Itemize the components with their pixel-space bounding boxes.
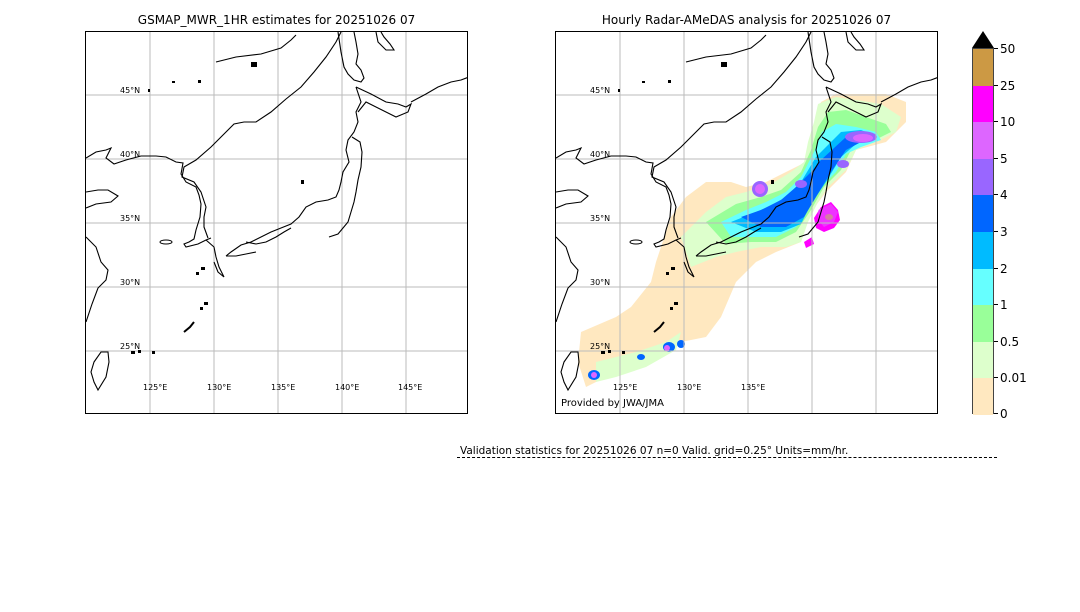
lat-label-40: 40°N	[590, 150, 611, 159]
lon-label-145: 145°E	[398, 383, 423, 392]
lat-label-25: 25°N	[590, 342, 611, 351]
colorbar-seg-10-25	[973, 85, 993, 123]
colorbar-tick	[994, 304, 998, 305]
colorbar-tick	[994, 121, 998, 122]
colorbar-seg-0.5-1	[973, 305, 993, 342]
colorbar-label-4: 4	[1000, 188, 1008, 202]
colorbar-seg-0.01-0.5	[973, 341, 993, 379]
lat-label-35: 35°N	[120, 214, 141, 223]
lon-label-135: 135°E	[271, 383, 296, 392]
left-map: 45°N 40°N 35°N 30°N 25°N 125°E 130°E 135…	[85, 31, 468, 414]
left-panel-title: GSMAP_MWR_1HR estimates for 20251026 07	[137, 13, 416, 27]
lon-label-130: 130°E	[677, 383, 702, 392]
colorbar-tick	[994, 268, 998, 269]
colorbar-label-0.5: 0.5	[1000, 335, 1020, 349]
islands	[601, 62, 774, 354]
colorbar	[972, 48, 994, 415]
precip-field	[578, 94, 906, 387]
lon-label-125: 125°E	[613, 383, 638, 392]
lat-label-45: 45°N	[590, 86, 611, 95]
colorbar-label-0: 0	[1000, 407, 1008, 421]
colorbar-seg-1-2	[973, 268, 993, 306]
colorbar-tick	[994, 413, 998, 414]
colorbar-seg-3-4	[973, 195, 993, 232]
colorbar-seg-25-50	[973, 49, 993, 86]
colorbar-label-25: 25	[1000, 79, 1016, 93]
right-map-graphics	[556, 32, 937, 413]
right-map: 45°N 40°N 35°N 30°N 25°N 125°E 130°E 135…	[555, 31, 938, 414]
lat-label-45: 45°N	[120, 86, 141, 95]
colorbar-tick	[994, 341, 998, 342]
colorbar-label-1: 1	[1000, 298, 1008, 312]
colorbar-seg-4-5	[973, 158, 993, 196]
lon-label-130: 130°E	[207, 383, 232, 392]
lon-label-135: 135°E	[741, 383, 766, 392]
data-credit: Provided by JWA/JMA	[561, 398, 664, 409]
colorbar-seg-5-10	[973, 122, 993, 159]
colorbar-seg-2-3	[973, 232, 993, 269]
colorbar-label-10: 10	[1000, 115, 1016, 129]
lon-label-140: 140°E	[335, 383, 360, 392]
colorbar-tick	[994, 48, 998, 49]
colorbar-tick	[994, 231, 998, 232]
colorbar-label-0.01: 0.01	[1000, 371, 1027, 385]
colorbar-seg-0-0.01	[973, 378, 993, 415]
validation-statistics: Validation statistics for 20251026 07 n=…	[460, 445, 849, 457]
colorbar-tick	[994, 194, 998, 195]
colorbar-extend-arrow	[972, 31, 994, 48]
colorbar-tick	[994, 377, 998, 378]
lat-label-30: 30°N	[120, 278, 141, 287]
colorbar-label-2: 2	[1000, 262, 1008, 276]
lat-label-40: 40°N	[120, 150, 141, 159]
gridlines	[86, 32, 467, 413]
lon-label-125: 125°E	[143, 383, 168, 392]
right-panel-title: Hourly Radar-AMeDAS analysis for 2025102…	[601, 13, 892, 27]
colorbar-label-50: 50	[1000, 42, 1016, 56]
gridlines	[556, 32, 937, 413]
lat-label-35: 35°N	[590, 214, 611, 223]
lat-label-25: 25°N	[120, 342, 141, 351]
validation-divider	[457, 457, 997, 458]
colorbar-tick	[994, 158, 998, 159]
left-map-graphics	[86, 32, 467, 413]
colorbar-label-3: 3	[1000, 225, 1008, 239]
islands	[131, 62, 304, 354]
colorbar-label-5: 5	[1000, 152, 1008, 166]
coastlines	[556, 32, 937, 392]
colorbar-tick	[994, 85, 998, 86]
coastlines	[86, 32, 467, 392]
lat-label-30: 30°N	[590, 278, 611, 287]
